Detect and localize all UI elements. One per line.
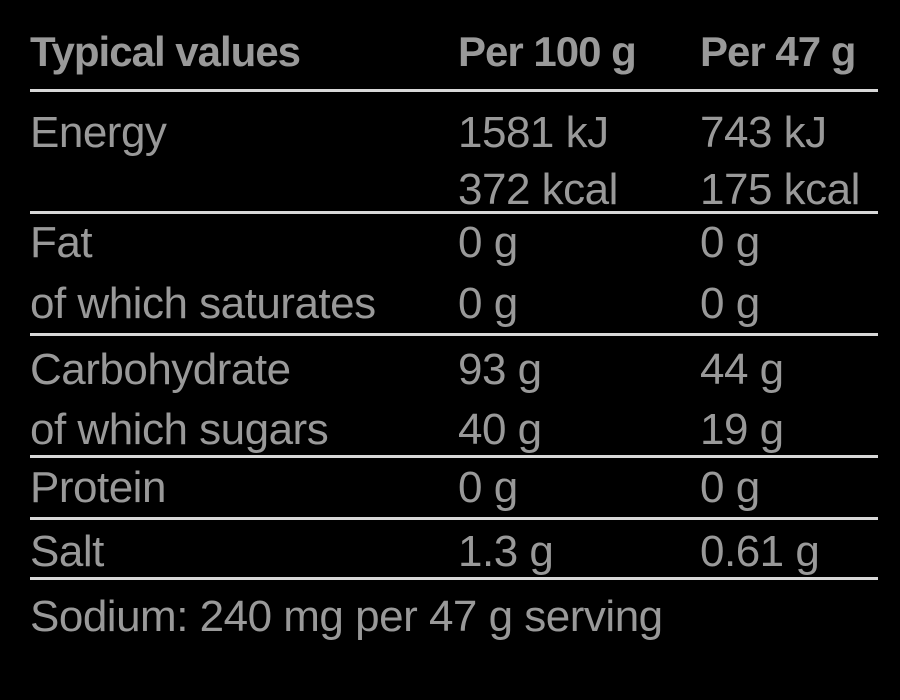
row-label-protein: Protein: [30, 463, 166, 512]
value-energy-kcal-per47: 175 kcal: [700, 165, 860, 214]
value-energy-kj-per100: 1581 kJ: [458, 108, 609, 157]
value-sugars-per100: 40 g: [458, 405, 542, 454]
value-carbohydrate-per100: 93 g: [458, 345, 542, 394]
row-label-sugars: of which sugars: [30, 405, 329, 454]
value-sugars-per47: 19 g: [700, 405, 784, 454]
value-salt-per100: 1.3 g: [458, 527, 554, 576]
row-label-saturates: of which saturates: [30, 279, 376, 328]
column-header-per-100g: Per 100 g: [458, 28, 637, 75]
column-header-per-47g: Per 47 g: [700, 28, 856, 75]
value-protein-per47: 0 g: [700, 463, 760, 512]
divider-below-carbohydrate: [30, 455, 878, 458]
value-energy-kj-per47: 743 kJ: [700, 108, 827, 157]
row-label-salt: Salt: [30, 527, 104, 576]
value-saturates-per100: 0 g: [458, 279, 518, 328]
value-saturates-per47: 0 g: [700, 279, 760, 328]
row-label-fat: Fat: [30, 218, 93, 267]
value-salt-per47: 0.61 g: [700, 527, 820, 576]
value-energy-kcal-per100: 372 kcal: [458, 165, 618, 214]
divider-below-energy: [30, 211, 878, 214]
divider-below-fat: [30, 333, 878, 336]
divider-below-protein: [30, 517, 878, 520]
value-carbohydrate-per47: 44 g: [700, 345, 784, 394]
sodium-footnote: Sodium: 240 mg per 47 g serving: [30, 592, 663, 641]
divider-below-header: [30, 89, 878, 92]
value-protein-per100: 0 g: [458, 463, 518, 512]
value-fat-per100: 0 g: [458, 218, 518, 267]
row-label-carbohydrate: Carbohydrate: [30, 345, 291, 394]
value-fat-per47: 0 g: [700, 218, 760, 267]
column-header-typical-values: Typical values: [30, 28, 301, 75]
row-label-energy: Energy: [30, 108, 167, 157]
divider-below-salt: [30, 577, 878, 580]
